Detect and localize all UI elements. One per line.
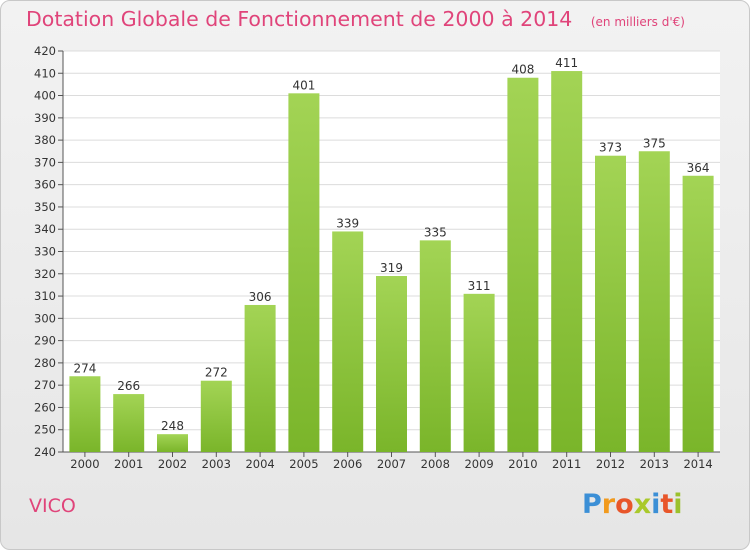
bar-2000 <box>69 376 101 452</box>
logo-letter: r <box>601 489 616 520</box>
data-label: 335 <box>424 225 447 239</box>
bar-2010 <box>507 77 539 452</box>
y-tick-label: 340 <box>34 222 56 236</box>
y-tick-label: 330 <box>34 245 56 259</box>
data-label: 411 <box>555 56 578 70</box>
data-label: 408 <box>511 63 534 77</box>
logo-letter: i <box>651 489 661 520</box>
x-tick-label: 2010 <box>508 457 537 471</box>
data-label: 272 <box>205 366 228 380</box>
x-tick-label: 2006 <box>333 457 362 471</box>
x-tick-label: 2001 <box>114 457 143 471</box>
x-tick-label: 2011 <box>552 457 581 471</box>
y-tick-label: 280 <box>34 356 56 370</box>
place-name: VICO <box>29 495 76 517</box>
bar-2005 <box>288 93 320 453</box>
y-tick-label: 260 <box>34 400 56 414</box>
bar-2001 <box>113 394 145 452</box>
proxiti-logo: Proxiti <box>582 489 683 520</box>
chart-title-text: Dotation Globale de Fonctionnement de 20… <box>26 7 573 31</box>
bar-2008 <box>419 240 451 452</box>
bar-2009 <box>463 293 495 452</box>
bar-2013 <box>638 151 670 452</box>
logo-letter: P <box>582 489 602 520</box>
y-tick-label: 410 <box>34 66 56 80</box>
x-tick-label: 2003 <box>202 457 231 471</box>
chart-subtitle: (en milliers d'€) <box>590 15 685 29</box>
logo-letter: o <box>615 489 634 520</box>
chart-title: Dotation Globale de Fonctionnement de 20… <box>26 7 685 31</box>
x-tick-label: 2000 <box>70 457 99 471</box>
y-tick-label: 290 <box>34 334 56 348</box>
data-label: 373 <box>599 141 622 155</box>
y-tick-label: 270 <box>34 378 56 392</box>
x-tick-label: 2013 <box>640 457 669 471</box>
y-tick-label: 320 <box>34 267 56 281</box>
bar-2004 <box>244 304 276 452</box>
x-tick-label: 2005 <box>289 457 318 471</box>
y-tick-label: 370 <box>34 155 56 169</box>
bar-2012 <box>595 155 626 452</box>
bar-2014 <box>682 175 714 452</box>
y-tick-label: 250 <box>34 423 56 437</box>
data-label: 274 <box>73 361 96 375</box>
data-label: 401 <box>292 78 315 92</box>
data-label: 306 <box>249 290 272 304</box>
bar-2011 <box>551 71 583 453</box>
bar-2003 <box>200 380 232 452</box>
bar-2002 <box>157 434 188 452</box>
x-tick-label: 2007 <box>377 457 406 471</box>
data-label: 248 <box>161 419 184 433</box>
logo-letter: t <box>660 489 674 520</box>
y-tick-label: 390 <box>34 111 56 125</box>
y-tick-label: 420 <box>34 44 56 58</box>
logo-letter: i <box>673 489 683 520</box>
x-tick-label: 2009 <box>464 457 493 471</box>
x-tick-label: 2008 <box>421 457 450 471</box>
y-tick-label: 310 <box>34 289 56 303</box>
y-tick-label: 400 <box>34 89 56 103</box>
x-tick-label: 2012 <box>596 457 625 471</box>
data-label: 375 <box>643 136 666 150</box>
bar-2006 <box>332 231 364 452</box>
y-tick-label: 300 <box>34 311 56 325</box>
x-tick-label: 2014 <box>683 457 712 471</box>
data-label: 364 <box>687 161 710 175</box>
y-tick-label: 360 <box>34 178 56 192</box>
y-tick-label: 380 <box>34 133 56 147</box>
y-tick-label: 350 <box>34 200 56 214</box>
bar-2007 <box>376 276 407 452</box>
y-tick-label: 240 <box>34 445 56 459</box>
x-tick-label: 2002 <box>158 457 187 471</box>
logo-letter: x <box>633 489 652 520</box>
data-label: 319 <box>380 261 403 275</box>
data-label: 266 <box>117 379 140 393</box>
data-label: 339 <box>336 216 359 230</box>
data-label: 311 <box>468 279 491 293</box>
x-tick-label: 2004 <box>245 457 274 471</box>
